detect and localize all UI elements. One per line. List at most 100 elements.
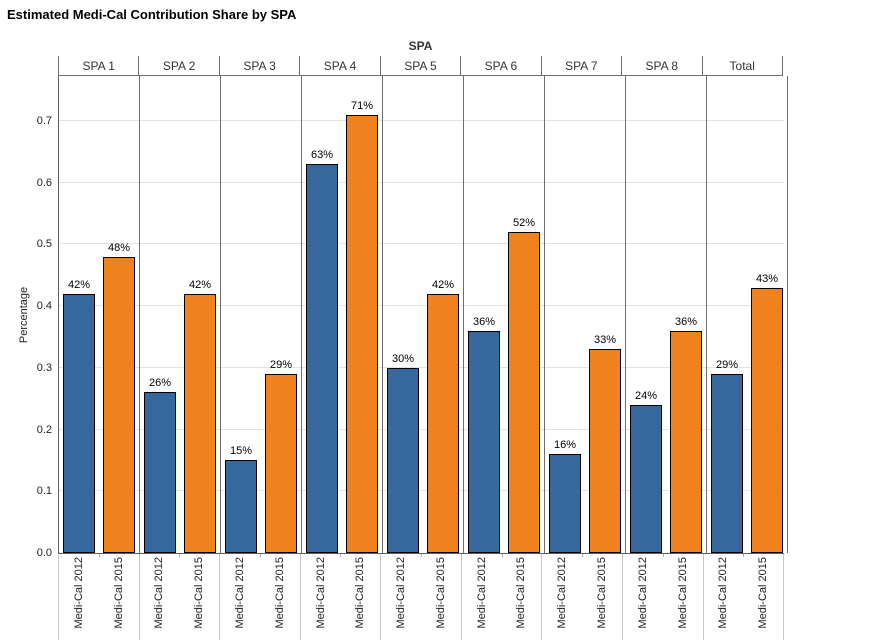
x-label-group-total: Medi-Cal 2012 Medi-Cal 2015 (704, 554, 785, 640)
x-axis-label-cell: Medi-Cal 2012 (140, 554, 180, 640)
bar-value-label: 29% (269, 359, 293, 371)
pane-spa-6: 36% 52% (464, 76, 545, 553)
bar-value-label: 33% (593, 334, 617, 346)
bar-medi-cal-2012: 29% (711, 359, 743, 553)
column-header: SPA 4 (299, 56, 379, 75)
pane-spa-5: 30% 42% (383, 76, 464, 553)
category-tick (179, 554, 181, 557)
column-header: SPA 7 (540, 56, 621, 75)
y-tick-label: 0.0 (36, 547, 52, 559)
bar-value-label: 15% (229, 445, 253, 457)
pane-spa-2: 26% 42% (140, 76, 221, 553)
gridline (59, 181, 784, 183)
x-axis-label-cell: Medi-Cal 2012 (462, 554, 502, 640)
gridline (59, 366, 784, 368)
x-axis-label-cell: Medi-Cal 2012 (704, 554, 744, 640)
bar-value-label: 42% (67, 279, 91, 291)
bar-medi-cal-2012: 30% (387, 353, 419, 553)
bar-medi-cal-2015: 43% (751, 273, 783, 553)
x-label-group-spa-2: Medi-Cal 2012 Medi-Cal 2015 (140, 554, 221, 640)
x-axis-label-cell: Medi-Cal 2015 (99, 554, 139, 640)
category-tick (582, 554, 584, 557)
category-tick (662, 554, 664, 557)
bar-medi-cal-2012: 42% (63, 279, 95, 553)
column-header: SPA 8 (621, 56, 701, 75)
category-tick (98, 554, 100, 557)
x-axis-label-cell: Medi-Cal 2015 (743, 554, 783, 640)
x-axis-label-cell: Medi-Cal 2015 (260, 554, 300, 640)
bar-medi-cal-2015: 71% (346, 100, 378, 553)
x-axis-label: Medi-Cal 2012 (234, 557, 247, 629)
bar-value-label: 36% (472, 316, 496, 328)
y-tick-label: 0.5 (36, 238, 52, 251)
gridline (59, 243, 784, 245)
y-tick-label: 0.6 (36, 176, 52, 189)
column-header: SPA 5 (379, 56, 460, 75)
x-axis-label: Medi-Cal 2015 (273, 557, 286, 629)
x-axis-label: Medi-Cal 2015 (112, 557, 125, 629)
bar-value-label: 26% (148, 377, 172, 389)
x-label-group-spa-4: Medi-Cal 2012 Medi-Cal 2015 (301, 554, 382, 640)
gridline (59, 428, 784, 430)
y-tick-label: 0.4 (36, 300, 52, 313)
x-label-group-spa-6: Medi-Cal 2012 Medi-Cal 2015 (462, 554, 543, 640)
bar-medi-cal-2015: 42% (184, 279, 216, 553)
gridline (59, 490, 784, 492)
x-axis-label: Medi-Cal 2015 (193, 557, 206, 629)
column-header: SPA 6 (460, 56, 540, 75)
bar-value-label: 36% (674, 316, 698, 328)
bar-medi-cal-2015: 29% (265, 359, 297, 553)
x-axis-label-cell: Medi-Cal 2012 (623, 554, 663, 640)
bar-medi-cal-2012: 15% (225, 445, 257, 553)
y-tick-label: 0.3 (36, 361, 52, 374)
x-axis-label-cell: Medi-Cal 2012 (59, 554, 99, 640)
column-header: SPA 2 (138, 56, 218, 75)
x-label-group-spa-3: Medi-Cal 2012 Medi-Cal 2015 (220, 554, 301, 640)
bar-value-label: 42% (431, 279, 455, 291)
y-axis: 0.0 0.1 0.2 0.3 0.4 0.5 0.6 0.7 (0, 76, 54, 559)
x-axis-label: Medi-Cal 2012 (717, 557, 730, 629)
x-axis-label: Medi-Cal 2015 (515, 557, 528, 629)
x-axis-label-cell: Medi-Cal 2015 (340, 554, 380, 640)
bar-value-label: 48% (107, 242, 131, 254)
y-tick-label: 0.2 (36, 423, 52, 436)
pane-spa-7: 16% 33% (545, 76, 626, 553)
x-axis-label-cell: Medi-Cal 2015 (421, 554, 461, 640)
bar-medi-cal-2012: 26% (144, 377, 176, 553)
pane-total: 29% 43% (707, 76, 788, 553)
bar-value-label: 42% (188, 279, 212, 291)
x-axis-label: Medi-Cal 2012 (556, 557, 569, 629)
x-axis-label: Medi-Cal 2015 (596, 557, 609, 629)
chart-title: Estimated Medi-Cal Contribution Share by… (7, 7, 297, 22)
gridline (59, 305, 784, 307)
x-axis-label-cell: Medi-Cal 2012 (381, 554, 421, 640)
x-axis-label-cell: Medi-Cal 2015 (502, 554, 542, 640)
bar-value-label: 63% (310, 149, 334, 161)
x-label-group-spa-8: Medi-Cal 2012 Medi-Cal 2015 (623, 554, 704, 640)
column-header: Total (701, 56, 783, 75)
gridline (59, 119, 784, 121)
x-axis-label-cell: Medi-Cal 2012 (542, 554, 582, 640)
x-axis-label: Medi-Cal 2012 (636, 557, 649, 629)
x-label-group-spa-1: Medi-Cal 2012 Medi-Cal 2015 (59, 554, 140, 640)
category-tick (501, 554, 503, 557)
x-axis-label-cell: Medi-Cal 2015 (582, 554, 622, 640)
pane-spa-1: 42% 48% (59, 76, 140, 553)
y-tick-label: 0.7 (36, 114, 52, 127)
x-axis-label: Medi-Cal 2012 (72, 557, 85, 629)
x-axis-label: Medi-Cal 2012 (153, 557, 166, 629)
x-axis-label: Medi-Cal 2015 (354, 557, 367, 629)
x-axis-label: Medi-Cal 2012 (475, 557, 488, 629)
bar-value-label: 16% (553, 439, 577, 451)
x-axis-labels: Medi-Cal 2012 Medi-Cal 2015 Medi-Cal 2012 M… (58, 554, 785, 640)
x-axis-label-cell: Medi-Cal 2015 (179, 554, 219, 640)
x-axis-label-cell: Medi-Cal 2015 (663, 554, 703, 640)
x-axis-label: Medi-Cal 2015 (676, 557, 689, 629)
bar-medi-cal-2012: 63% (306, 149, 338, 553)
x-axis-label-cell: Medi-Cal 2012 (220, 554, 260, 640)
bar-medi-cal-2012: 24% (630, 390, 662, 553)
bar-value-label: 30% (391, 353, 415, 365)
bar-value-label: 43% (755, 273, 779, 285)
x-axis-label: Medi-Cal 2012 (314, 557, 327, 629)
